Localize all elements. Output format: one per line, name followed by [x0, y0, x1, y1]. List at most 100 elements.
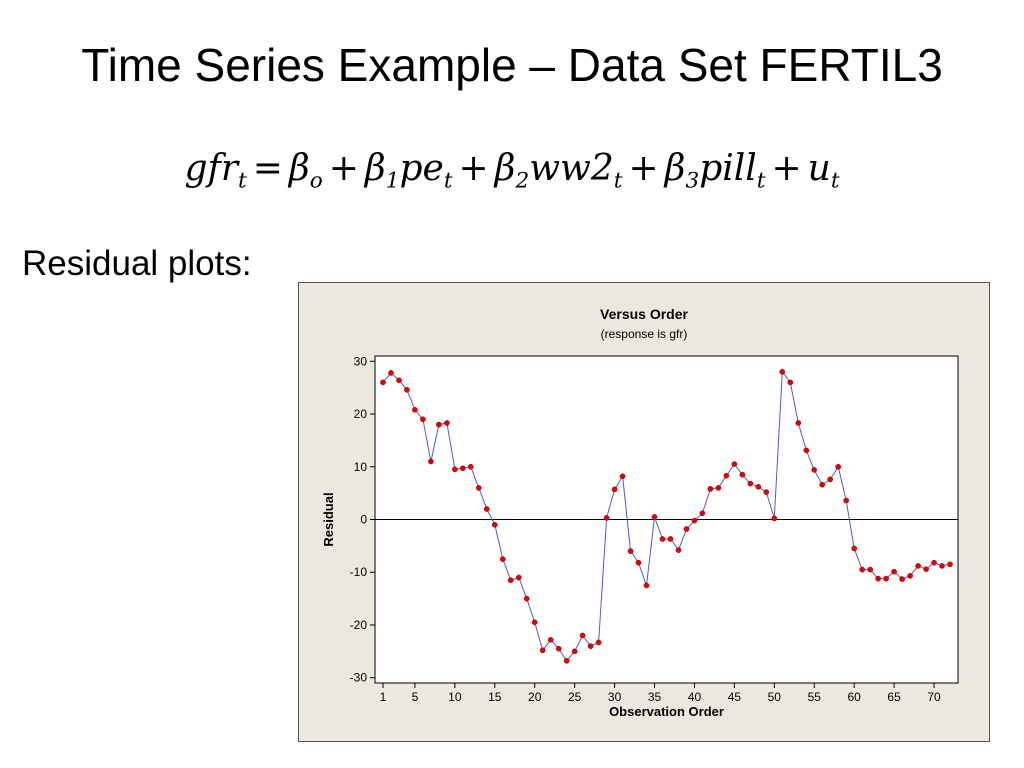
residual-point: [603, 515, 610, 521]
x-tick-label: 55: [808, 690, 822, 704]
residual-point: [611, 486, 618, 493]
residual-point: [859, 566, 866, 573]
residual-point: [475, 485, 482, 491]
residual-point: [795, 420, 802, 426]
residual-point: [779, 368, 786, 375]
equation-variable-subscript: t: [830, 168, 840, 194]
residual-point: [915, 563, 921, 569]
regression-equation: gfrt = βo + β1pet + β2ww2t + β3pillt + ut: [0, 148, 1024, 194]
x-tick-label: 50: [768, 690, 782, 704]
equation-plus: +: [458, 148, 489, 189]
residual-point: [675, 547, 682, 553]
residual-point: [755, 483, 762, 490]
equation-equals: =: [252, 148, 283, 189]
residual-point: [947, 561, 953, 568]
y-tick-label: -10: [350, 565, 368, 579]
residual-point: [667, 536, 674, 542]
chart-subtitle: (response is gfr): [601, 327, 688, 341]
equation-plus: +: [328, 148, 359, 189]
residual-point: [715, 485, 722, 491]
x-tick-label: 35: [648, 690, 662, 704]
equation-coefficient-subscript: 1: [385, 168, 400, 194]
residual-point: [483, 506, 490, 512]
residual-point: [907, 573, 913, 579]
residual-point: [444, 420, 450, 426]
residual-point: [707, 486, 714, 492]
residual-point: [635, 559, 642, 566]
residual-point: [731, 461, 738, 467]
chart-title: Versus Order: [600, 306, 688, 322]
residual-point: [691, 517, 698, 524]
residual-point: [867, 566, 874, 573]
residual-point: [787, 379, 794, 386]
residual-point: [467, 463, 474, 470]
residual-point: [587, 643, 594, 649]
residual-point: [923, 566, 929, 572]
equation-variable: pe: [399, 148, 444, 189]
residual-point: [803, 447, 810, 454]
residual-point: [380, 379, 386, 386]
residual-point: [452, 466, 458, 473]
residual-chart-frame: Versus Order (response is gfr) -30 -20 -10 0 1…: [298, 282, 990, 742]
residual-point: [595, 639, 602, 646]
residual-point: [763, 489, 770, 495]
residual-point: [396, 377, 402, 384]
x-tick-label: 15: [488, 690, 502, 704]
y-tick-label: -30: [350, 671, 368, 685]
equation-variable-subscript: t: [443, 168, 453, 194]
residual-point: [507, 577, 514, 584]
residual-point: [883, 575, 889, 582]
x-tick-label: 25: [568, 690, 582, 704]
x-tick-label: 20: [528, 690, 542, 704]
x-tick-label: 70: [927, 690, 941, 704]
residual-point: [739, 471, 746, 478]
equation-plus: +: [628, 148, 659, 189]
residual-point: [428, 458, 434, 465]
residual-point: [651, 514, 658, 520]
x-tick-label: 1: [380, 690, 387, 704]
x-tick-label: 65: [887, 690, 901, 704]
residual-point: [819, 481, 826, 488]
x-tick-label: 10: [448, 690, 462, 704]
residual-point: [491, 521, 498, 528]
equation-variable: pill: [699, 148, 757, 189]
residual-point: [891, 568, 897, 575]
residual-point: [643, 582, 650, 589]
y-tick-label: 30: [354, 354, 368, 368]
residual-point: [939, 563, 945, 569]
equation-variable-subscript: t: [756, 168, 766, 194]
residual-point: [747, 480, 754, 487]
equation-variable-subscript: t: [613, 168, 623, 194]
residual-point: [875, 575, 881, 582]
equation-coefficient: β: [364, 148, 386, 189]
equation-plus: +: [771, 148, 802, 189]
residual-point: [499, 556, 506, 562]
equation-coefficient-subscript: o: [309, 168, 323, 194]
residual-point: [771, 515, 778, 522]
residual-point: [843, 497, 850, 504]
x-tick-label: 30: [608, 690, 622, 704]
equation-lhs: gfr: [184, 148, 239, 189]
residual-point: [404, 386, 410, 393]
equation-coefficient: β: [288, 148, 310, 189]
residual-point: [436, 421, 442, 428]
residual-point: [835, 463, 842, 470]
residual-point: [627, 548, 634, 554]
residual-point: [899, 576, 905, 582]
equation-variable: ww2: [529, 148, 614, 189]
y-axis-title: Residual: [321, 492, 336, 546]
residual-point: [811, 467, 818, 473]
slide-title: Time Series Example – Data Set FERTIL3: [81, 39, 943, 91]
residual-point: [412, 406, 418, 413]
residual-point: [388, 370, 394, 376]
y-tick-label: -20: [350, 618, 368, 632]
residual-point: [827, 476, 834, 483]
residual-point: [539, 647, 546, 654]
residual-point: [515, 574, 522, 581]
y-tick-label: 0: [360, 513, 367, 527]
residual-point: [579, 632, 586, 639]
residual-point: [723, 472, 730, 479]
equation-lhs-subscript: t: [238, 168, 247, 194]
residual-point: [619, 473, 626, 480]
residual-point: [523, 595, 530, 602]
